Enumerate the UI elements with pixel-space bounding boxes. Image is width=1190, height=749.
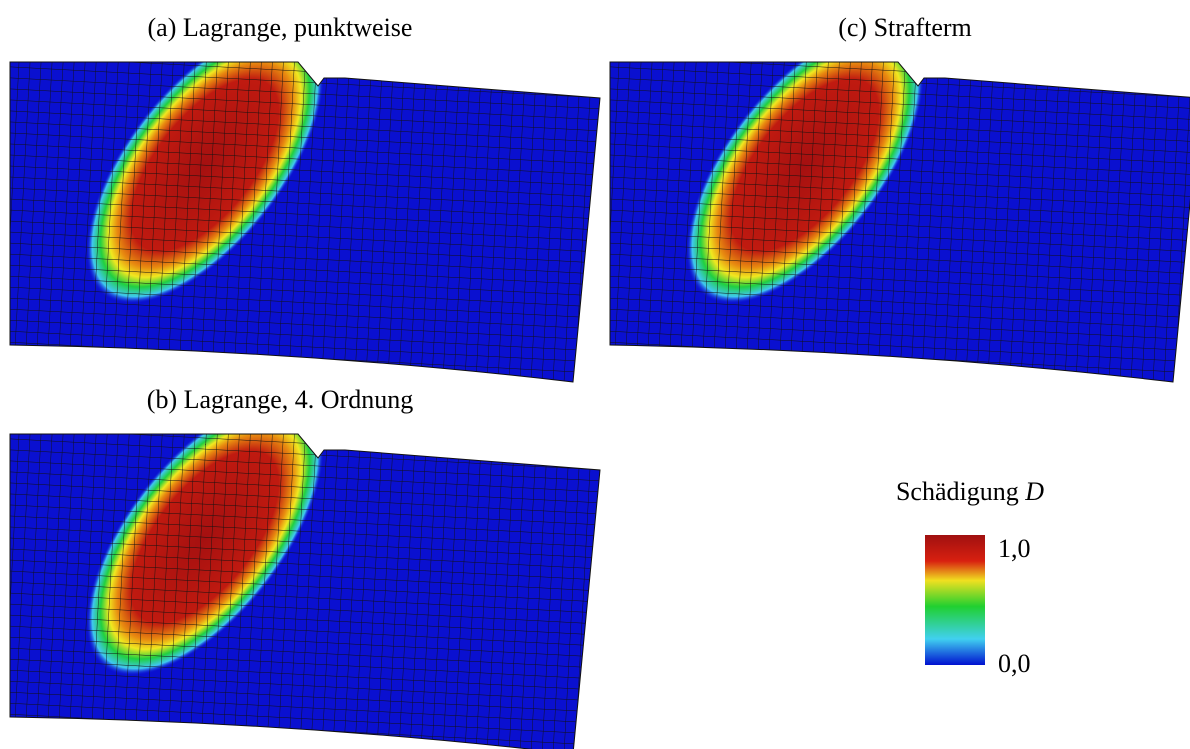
panel-title: (a) Lagrange, punktweise — [148, 13, 413, 42]
contour-plot — [0, 0, 620, 390]
colorbar-symbol: D — [1024, 477, 1044, 506]
contour-plot — [600, 0, 1190, 390]
contour-plot — [0, 359, 620, 749]
colorbar-title: Schädigung D — [896, 477, 1044, 506]
colorbar-title-text: Schädigung — [896, 477, 1019, 506]
colorbar — [925, 535, 985, 665]
colorbar-max-label: 1,0 — [998, 534, 1031, 563]
panel-title: (c) Strafterm — [838, 13, 972, 42]
panel-title: (b) Lagrange, 4. Ordnung — [147, 385, 413, 414]
colorbar-min-label: 0,0 — [998, 649, 1031, 678]
